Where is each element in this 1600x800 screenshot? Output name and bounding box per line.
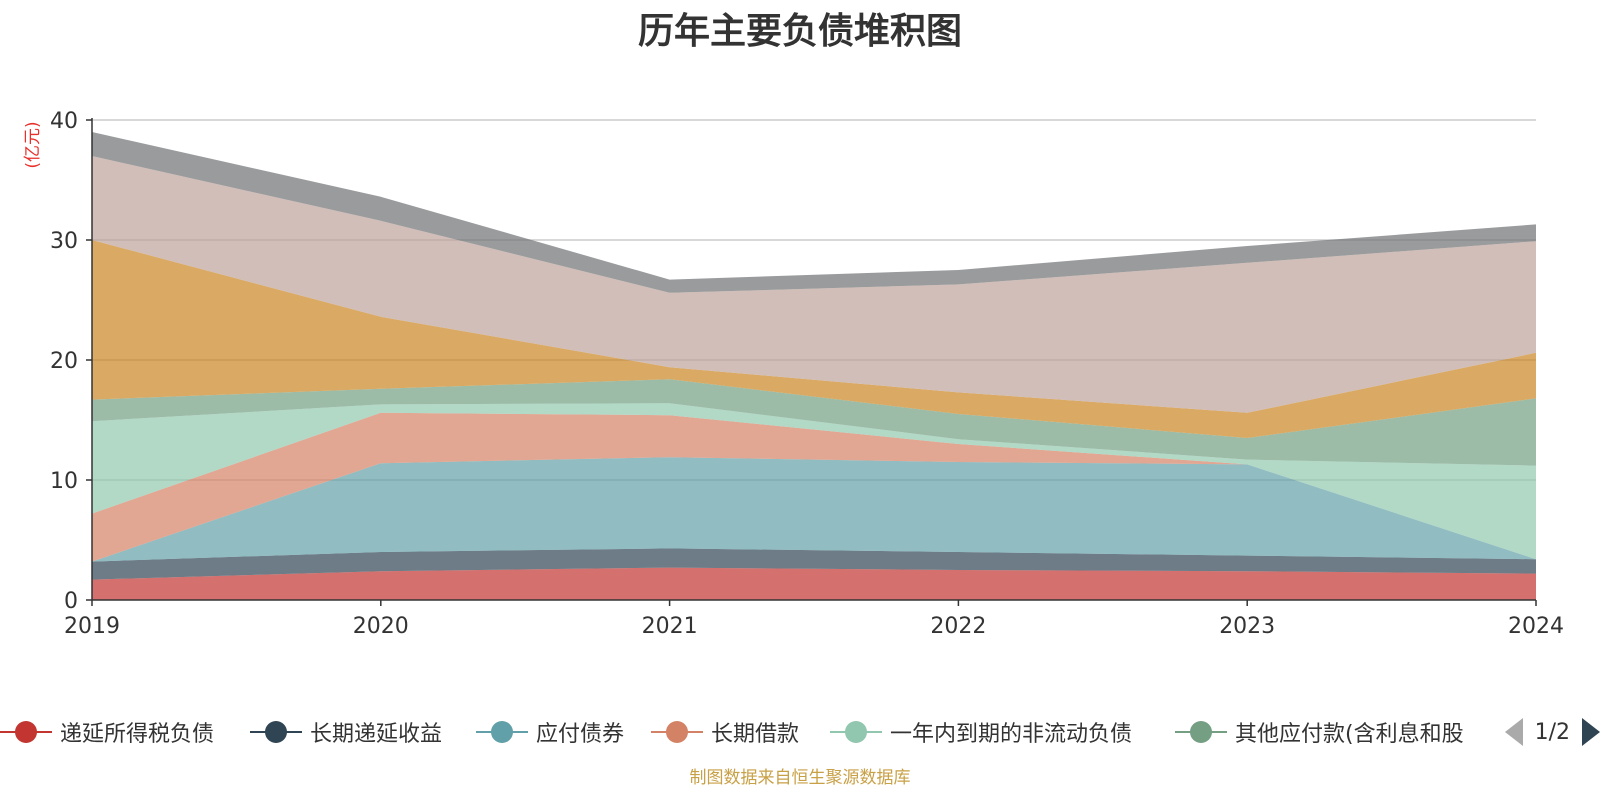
- legend-item[interactable]: 应付债券: [476, 712, 624, 752]
- area-series-7[interactable]: [92, 156, 1536, 413]
- y-tick-label: 40: [50, 109, 78, 134]
- x-tick-label: 2024: [1508, 614, 1564, 639]
- legend-label: 应付债券: [536, 722, 625, 747]
- area-series-0[interactable]: [92, 567, 1536, 600]
- x-tick-label: 2023: [1219, 614, 1275, 639]
- x-tick-label: 2020: [353, 614, 409, 639]
- y-axis-unit-label: (亿元): [23, 121, 43, 168]
- chart-plot: 0 10 20 30 40 2019 2020 2021 2022 2023 2024 (亿元): [23, 109, 1564, 639]
- area-series-3[interactable]: [92, 412, 1536, 562]
- area-series-8[interactable]: [92, 132, 1536, 293]
- legend-item[interactable]: 长期递延收益: [250, 712, 442, 752]
- legend-item[interactable]: 递延所得税负债: [0, 712, 214, 752]
- chart-title: 历年主要负债堆积图: [637, 11, 962, 52]
- legend-item[interactable]: 长期借款: [651, 712, 799, 752]
- legend-label: 递延所得税负债: [60, 722, 215, 747]
- y-tick-label: 20: [50, 349, 78, 374]
- legend-marker-icon: [651, 712, 703, 752]
- x-tick-label: 2021: [642, 614, 698, 639]
- legend-label: 长期借款: [711, 722, 800, 747]
- stacked-areas: [92, 132, 1536, 600]
- x-tick-label: 2019: [64, 614, 120, 639]
- triangle-right-icon[interactable]: [1582, 718, 1600, 746]
- area-series-4[interactable]: [92, 403, 1536, 560]
- legend-marker-icon: [250, 712, 302, 752]
- y-tick-label: 0: [64, 589, 78, 614]
- legend-label: 一年内到期的非流动负债: [890, 722, 1133, 747]
- legend-item[interactable]: 其他应付款(含利息和股: [1175, 712, 1464, 752]
- y-tick-label: 10: [50, 469, 78, 494]
- legend-pager: 1/2: [1496, 712, 1600, 752]
- legend-marker-icon: [0, 712, 52, 752]
- triangle-left-icon[interactable]: [1504, 718, 1523, 746]
- legend-marker-icon: [476, 712, 528, 752]
- legend-item[interactable]: 一年内到期的非流动负债: [830, 712, 1132, 752]
- x-tick-label: 2022: [930, 614, 986, 639]
- area-series-2[interactable]: [92, 457, 1536, 562]
- area-series-1[interactable]: [92, 548, 1536, 580]
- legend-label: 长期递延收益: [310, 722, 443, 747]
- source-note: 制图数据来自恒生聚源数据库: [689, 768, 911, 788]
- area-series-6[interactable]: [92, 240, 1536, 438]
- legend-marker-icon: [1175, 712, 1227, 752]
- area-series-5[interactable]: [92, 379, 1536, 466]
- legend: 递延所得税负债 长期递延收益 应付债券 长期借款 一年内到期的非流动负债 其他应付款(含利…: [0, 712, 1600, 752]
- y-tick-label: 30: [50, 229, 78, 254]
- legend-page-indicator: 1/2: [1534, 719, 1570, 745]
- legend-label: 其他应付款(含利息和股: [1235, 722, 1464, 747]
- axes: 0 10 20 30 40 2019 2020 2021 2022 2023 2024: [50, 109, 1564, 639]
- legend-marker-icon: [830, 712, 882, 752]
